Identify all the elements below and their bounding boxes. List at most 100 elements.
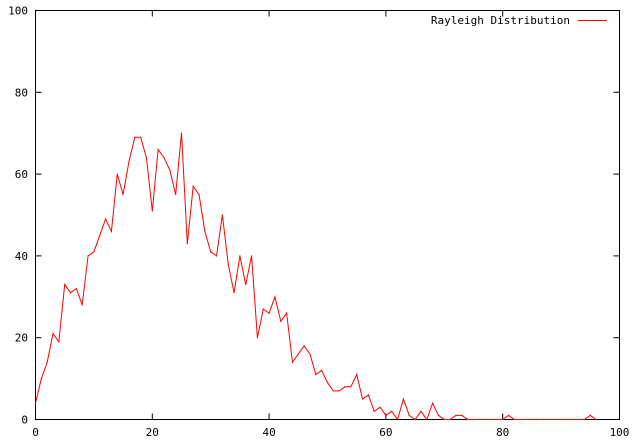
data-point: [110, 230, 113, 232]
data-point: [554, 418, 556, 421]
data-point: [356, 373, 358, 376]
data-point: [163, 157, 165, 159]
data-point: [531, 418, 533, 421]
data-point: [391, 410, 393, 412]
data-point: [151, 210, 153, 212]
data-point: [338, 390, 340, 392]
data-point: [250, 255, 253, 257]
data-point: [204, 230, 206, 232]
data-point: [496, 418, 498, 421]
data-point: [548, 418, 551, 421]
legend: Rayleigh Distribution: [431, 14, 607, 27]
data-point: [437, 414, 440, 417]
plot-area-frame: [35, 10, 620, 420]
y-axis: 0 20 40 60 80 100: [8, 5, 620, 427]
data-point: [122, 193, 124, 196]
data-point: [186, 243, 188, 245]
x-tick-label: 60: [379, 426, 392, 439]
data-point: [420, 410, 422, 412]
data-point: [303, 345, 305, 347]
data-point: [221, 214, 223, 216]
data-point: [46, 361, 48, 363]
data-point: [507, 414, 510, 417]
data-point: [525, 418, 527, 421]
data-point: [99, 234, 101, 237]
data-point: [34, 402, 37, 404]
x-tick-label: 20: [146, 426, 159, 439]
data-point: [40, 378, 42, 380]
data-point: [268, 312, 270, 314]
data-point: [519, 418, 521, 421]
data-point: [140, 136, 142, 138]
data-point: [350, 386, 352, 388]
data-point: [128, 161, 130, 163]
data-point: [472, 418, 475, 421]
data-point: [578, 418, 580, 421]
data-point: [134, 136, 136, 138]
data-point: [157, 148, 159, 151]
data-point: [513, 418, 515, 421]
data-point: [321, 369, 323, 372]
x-tick-label: 40: [262, 426, 275, 439]
y-tick-label: 0: [21, 414, 28, 427]
data-point: [93, 251, 95, 253]
legend-label: Rayleigh Distribution: [431, 14, 570, 27]
data-point: [379, 406, 381, 408]
data-point: [291, 361, 294, 363]
x-tick-label: 0: [32, 426, 39, 439]
data-point: [414, 418, 416, 421]
data-point: [262, 308, 264, 310]
data-point: [58, 341, 60, 343]
y-tick-label: 80: [15, 86, 28, 99]
data-point: [426, 418, 428, 421]
y-tick-label: 100: [8, 5, 28, 18]
data-point: [455, 414, 457, 417]
data-point: [467, 418, 469, 421]
data-point: [64, 283, 66, 286]
data-point: [180, 132, 183, 134]
data-point: [309, 353, 311, 355]
data-point: [367, 394, 369, 396]
data-point: [192, 185, 194, 187]
x-tick-label: 100: [610, 426, 630, 439]
series-line-rayleigh-distribution: [35, 133, 597, 421]
x-axis: 0 20 40 60 80 100: [32, 10, 630, 439]
data-point: [572, 418, 574, 421]
data-point: [332, 390, 334, 392]
data-point: [595, 418, 597, 421]
data-point: [537, 418, 539, 421]
data-point: [104, 218, 107, 220]
data-point: [396, 418, 399, 421]
data-point: [210, 251, 212, 253]
data-point: [52, 333, 54, 335]
data-point: [75, 288, 77, 290]
data-point: [560, 418, 562, 421]
y-tick-label: 40: [15, 250, 28, 263]
data-point: [542, 418, 545, 421]
data-point: [432, 402, 434, 404]
data-point: [227, 263, 229, 265]
data-point: [233, 292, 235, 294]
data-point: [478, 418, 480, 421]
data-point: [245, 283, 247, 286]
data-point: [344, 386, 346, 388]
data-point: [373, 410, 375, 412]
data-point: [583, 418, 586, 421]
data-point: [402, 398, 405, 400]
data-point: [589, 414, 591, 417]
data-point: [484, 418, 486, 421]
data-point: [87, 255, 89, 257]
data-point: [116, 173, 118, 175]
data-point: [326, 382, 329, 384]
data-point: [274, 296, 276, 298]
data-point: [280, 320, 282, 322]
data-point: [361, 398, 364, 400]
x-tick-label: 80: [496, 426, 509, 439]
y-tick-label: 60: [15, 168, 28, 181]
data-point: [461, 414, 463, 417]
data-point: [175, 193, 177, 196]
series-layer: [34, 132, 597, 421]
data-point: [81, 304, 83, 306]
data-point: [566, 418, 568, 421]
